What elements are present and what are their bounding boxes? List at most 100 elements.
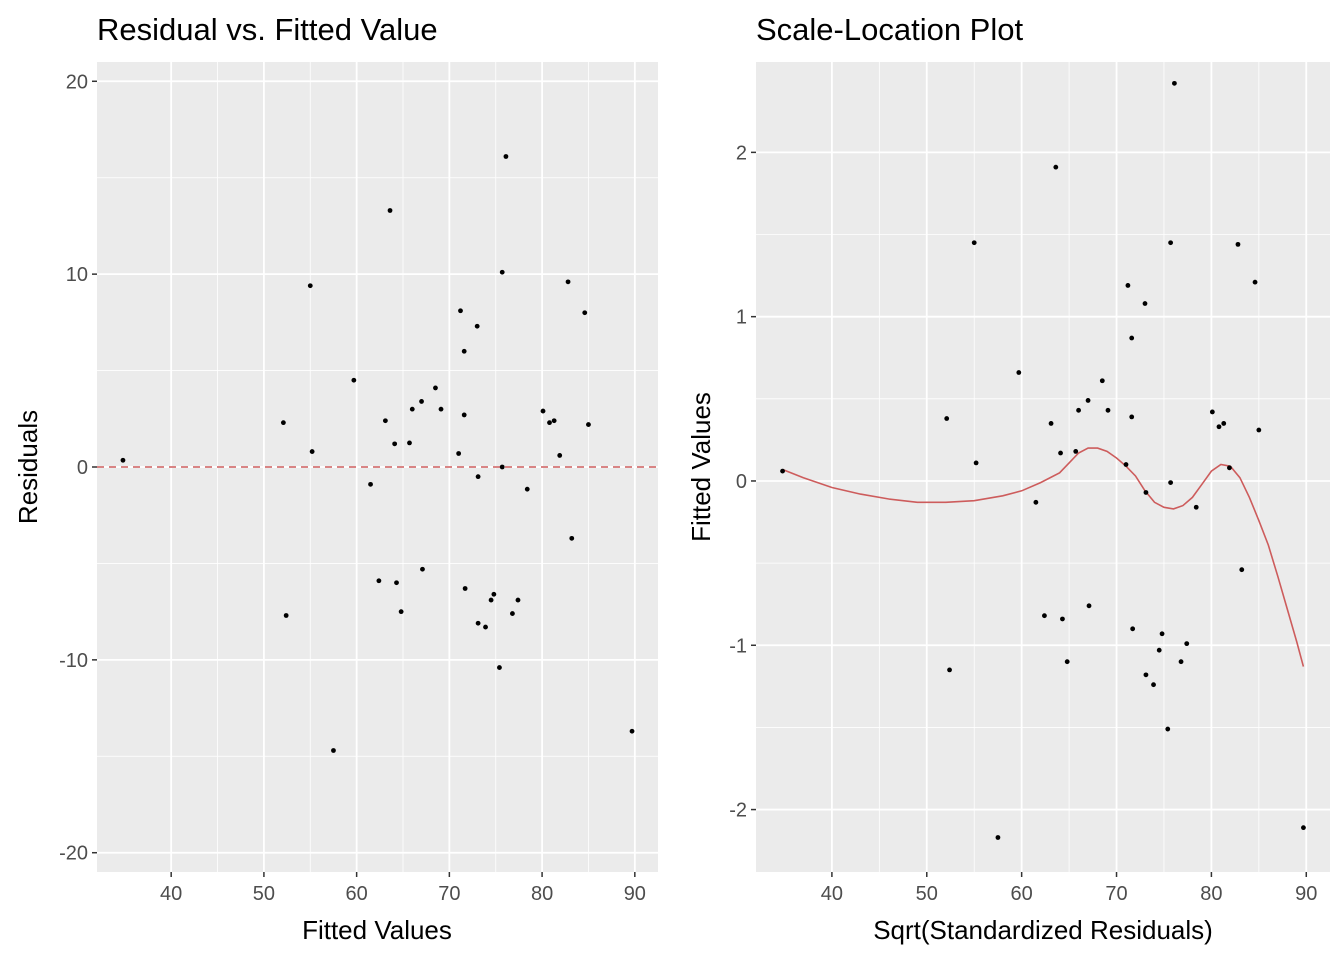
data-point	[1033, 499, 1039, 505]
data-point	[1184, 641, 1190, 647]
data-point	[569, 535, 575, 541]
x-tick-label: 50	[253, 883, 275, 905]
data-point	[407, 440, 412, 446]
y-tick-label: -1	[729, 635, 747, 657]
x-tick-label: 70	[1105, 883, 1127, 905]
data-point	[382, 418, 388, 424]
x-axis-title: Sqrt(Standardized Residuals)	[873, 915, 1213, 945]
data-point	[499, 269, 505, 275]
data-point	[1168, 480, 1174, 486]
x-tick-label: 90	[1295, 883, 1317, 905]
x-tick-label: 40	[160, 883, 182, 905]
data-point	[1239, 567, 1245, 573]
data-point	[120, 457, 126, 463]
data-point	[582, 310, 588, 316]
data-point	[398, 609, 404, 615]
x-tick-label: 80	[531, 883, 553, 905]
data-point	[392, 441, 398, 447]
data-point	[1060, 616, 1065, 622]
data-point	[1058, 450, 1063, 456]
data-point	[1301, 825, 1306, 831]
data-point	[475, 474, 481, 480]
grid	[756, 62, 1330, 872]
x-tick-label: 40	[821, 883, 843, 905]
scale-location-panel: Scale-Location Plot -2 -1 0 1 2 40 50 60 70 80 90…	[686, 12, 1330, 945]
data-point	[461, 348, 467, 354]
x-tick-label: 80	[1200, 883, 1222, 905]
data-point	[973, 460, 979, 466]
data-point	[510, 611, 515, 616]
data-point	[462, 586, 468, 591]
data-point	[1085, 398, 1091, 403]
data-point	[1129, 335, 1135, 341]
data-point	[944, 416, 950, 421]
data-point	[1165, 726, 1171, 732]
data-point	[1216, 424, 1222, 430]
data-point	[1123, 462, 1129, 467]
data-point	[971, 240, 977, 246]
data-point	[461, 412, 467, 418]
data-point	[351, 377, 357, 383]
data-point	[565, 279, 571, 285]
data-point	[409, 406, 415, 412]
data-point	[524, 486, 530, 492]
data-point	[1168, 240, 1174, 246]
residual-vs-fitted-panel: Residual vs. Fitted Value -20 -10 0 10 20 40…	[13, 12, 658, 945]
data-point	[1193, 504, 1199, 510]
data-point	[1105, 407, 1111, 413]
y-axis-title: Fitted Values	[686, 392, 716, 542]
data-point	[488, 597, 494, 603]
data-point	[497, 665, 502, 670]
points-group	[120, 154, 635, 753]
data-point	[433, 385, 438, 391]
x-tick-label: 60	[1011, 883, 1033, 905]
data-point	[1099, 378, 1105, 384]
x-tick-label: 50	[916, 883, 938, 905]
data-point	[1256, 427, 1262, 433]
data-point	[475, 620, 481, 626]
y-tick-label: 20	[66, 71, 88, 93]
data-point	[1172, 80, 1177, 86]
data-point	[394, 580, 399, 586]
x-tick-label: 60	[346, 883, 368, 905]
data-point	[307, 283, 313, 289]
data-point	[551, 418, 557, 424]
smooth-line-group	[782, 447, 1305, 667]
data-point	[1221, 421, 1227, 426]
data-point	[474, 323, 480, 329]
data-point	[1143, 490, 1149, 495]
y-tick-label: 0	[77, 457, 88, 479]
data-point	[1073, 448, 1079, 454]
data-point	[283, 613, 289, 618]
x-tick-label: 90	[624, 883, 646, 905]
data-point	[586, 422, 591, 427]
y-tick-label: 10	[66, 264, 88, 286]
data-point	[376, 578, 382, 584]
data-point	[947, 667, 952, 673]
data-point	[995, 835, 1001, 840]
data-point	[438, 406, 444, 412]
plot-background	[756, 62, 1330, 872]
data-point	[456, 451, 462, 456]
data-point	[1178, 659, 1184, 665]
data-point	[491, 591, 497, 597]
data-point	[331, 748, 336, 753]
data-point	[1064, 659, 1070, 665]
data-point	[1151, 682, 1156, 688]
loess-smooth-line	[782, 447, 1305, 667]
data-point	[540, 408, 546, 414]
data-point	[483, 624, 488, 630]
data-point	[280, 420, 286, 426]
x-axis-ticks: 40 50 60 70 80 90	[821, 872, 1317, 905]
data-point	[629, 728, 635, 734]
data-point	[515, 597, 521, 603]
data-point	[420, 566, 425, 572]
y-tick-label: -20	[59, 843, 88, 865]
points-group	[780, 80, 1306, 840]
x-axis-title: Fitted Values	[302, 915, 452, 945]
data-point	[499, 464, 505, 470]
y-tick-label: -10	[59, 650, 88, 672]
data-point	[1125, 283, 1131, 288]
y-tick-label: 2	[736, 142, 747, 164]
x-axis-ticks: 40 50 60 70 80 90	[160, 872, 646, 905]
